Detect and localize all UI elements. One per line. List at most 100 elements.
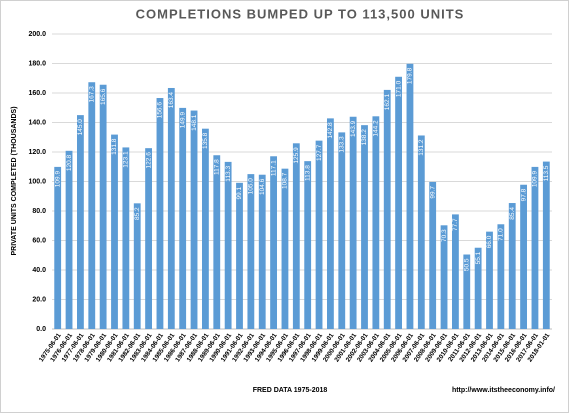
value-label: 162.1 [384, 94, 391, 111]
value-label: 99.1 [236, 186, 243, 199]
bar [179, 107, 187, 330]
bar [99, 84, 107, 330]
value-label: 148.1 [191, 114, 198, 131]
value-label: 165.6 [100, 88, 107, 105]
value-label: 117.8 [213, 159, 220, 175]
bar [122, 147, 130, 329]
value-label: 85.2 [134, 207, 141, 220]
bar [349, 116, 357, 329]
bar [190, 110, 198, 330]
bar [145, 148, 152, 329]
y-tick-label: 20.0 [32, 296, 46, 303]
bar [88, 82, 96, 329]
value-label: 50.5 [463, 258, 470, 271]
bar [429, 181, 437, 329]
bar [224, 161, 232, 329]
y-tick-label: 140.0 [28, 119, 46, 126]
bar [338, 132, 346, 329]
value-label: 143.9 [350, 120, 357, 137]
value-label: 131.8 [111, 138, 118, 155]
bar [54, 166, 62, 329]
bar [213, 155, 221, 329]
value-label: 142.8 [327, 122, 334, 139]
bar [270, 156, 277, 329]
value-label: 99.7 [429, 186, 436, 199]
value-label: 149.9 [179, 112, 186, 129]
value-label: 145.0 [77, 119, 84, 136]
chart-title: COMPLETIONS BUMPED UP TO 113,500 UNITS [136, 6, 465, 21]
bar [452, 214, 459, 329]
bar [542, 161, 550, 329]
value-label: 109.9 [532, 171, 539, 188]
bar [65, 150, 73, 329]
value-label: 163.4 [168, 92, 175, 109]
bar [406, 63, 414, 330]
y-tick-label: 60.0 [32, 237, 46, 244]
value-label: 179.8 [407, 67, 414, 84]
y-tick-label: 160.0 [28, 90, 46, 97]
bar [111, 134, 118, 329]
bar [247, 174, 255, 329]
bar [361, 125, 368, 329]
bar [202, 128, 209, 329]
value-label: 117.1 [270, 160, 277, 176]
bar [508, 203, 516, 329]
value-label: 113.8 [304, 165, 311, 181]
value-label: 131.2 [418, 139, 425, 156]
bar [292, 143, 300, 329]
x-axis-label: FRED DATA 1975-2018 [253, 387, 328, 394]
bar [440, 225, 448, 329]
bar [520, 184, 527, 329]
value-label: 109.9 [54, 171, 61, 188]
value-label: 125.9 [293, 147, 300, 164]
bar [497, 224, 505, 329]
y-tick-label: 40.0 [32, 267, 46, 274]
value-label: 113.3 [225, 166, 232, 182]
bar [156, 98, 164, 329]
value-label: 55.1 [475, 251, 482, 264]
value-label: 70.3 [441, 229, 448, 242]
value-label: 138.2 [361, 129, 368, 146]
value-label: 135.8 [202, 132, 209, 149]
value-label: 66.0 [486, 235, 493, 248]
value-label: 144.2 [373, 120, 380, 137]
value-label: 97.8 [520, 188, 527, 201]
value-label: 77.7 [452, 218, 459, 231]
y-tick-label: 80.0 [32, 208, 46, 215]
value-label: 105.0 [248, 178, 255, 195]
value-label: 127.7 [316, 144, 323, 161]
value-label: 156.6 [157, 102, 164, 119]
bar [167, 87, 175, 329]
y-tick-label: 0.0 [36, 326, 46, 333]
y-tick-label: 200.0 [28, 31, 46, 38]
bar [77, 115, 84, 329]
bar [463, 254, 471, 329]
bar [417, 135, 425, 329]
bar [258, 174, 266, 329]
annotation: http://www.itstheeconomy.info/ [452, 387, 555, 394]
bar [327, 118, 334, 330]
value-label: 122.6 [145, 152, 152, 169]
bar [281, 168, 289, 329]
bar [383, 89, 391, 329]
y-tick-label: 100.0 [28, 178, 46, 185]
y-tick-label: 180.0 [28, 60, 46, 67]
value-label: 120.8 [66, 154, 73, 171]
bar [304, 161, 312, 329]
value-label: 113.5 [543, 165, 550, 181]
bar [315, 140, 323, 329]
value-label: 167.3 [88, 86, 95, 103]
value-label: 171.0 [395, 80, 402, 97]
bar [236, 182, 243, 329]
bar [133, 203, 141, 329]
bar [372, 116, 380, 330]
y-tick-label: 120.0 [28, 149, 46, 156]
value-label: 85.4 [509, 207, 516, 220]
y-axis-label: PRIVATE UNITS COMPLETED (THOUSANDS) [11, 106, 18, 255]
bar [486, 231, 493, 329]
value-label: 104.6 [259, 178, 266, 195]
bar [395, 76, 402, 330]
bar [531, 166, 539, 329]
value-label: 123.1 [123, 151, 130, 168]
